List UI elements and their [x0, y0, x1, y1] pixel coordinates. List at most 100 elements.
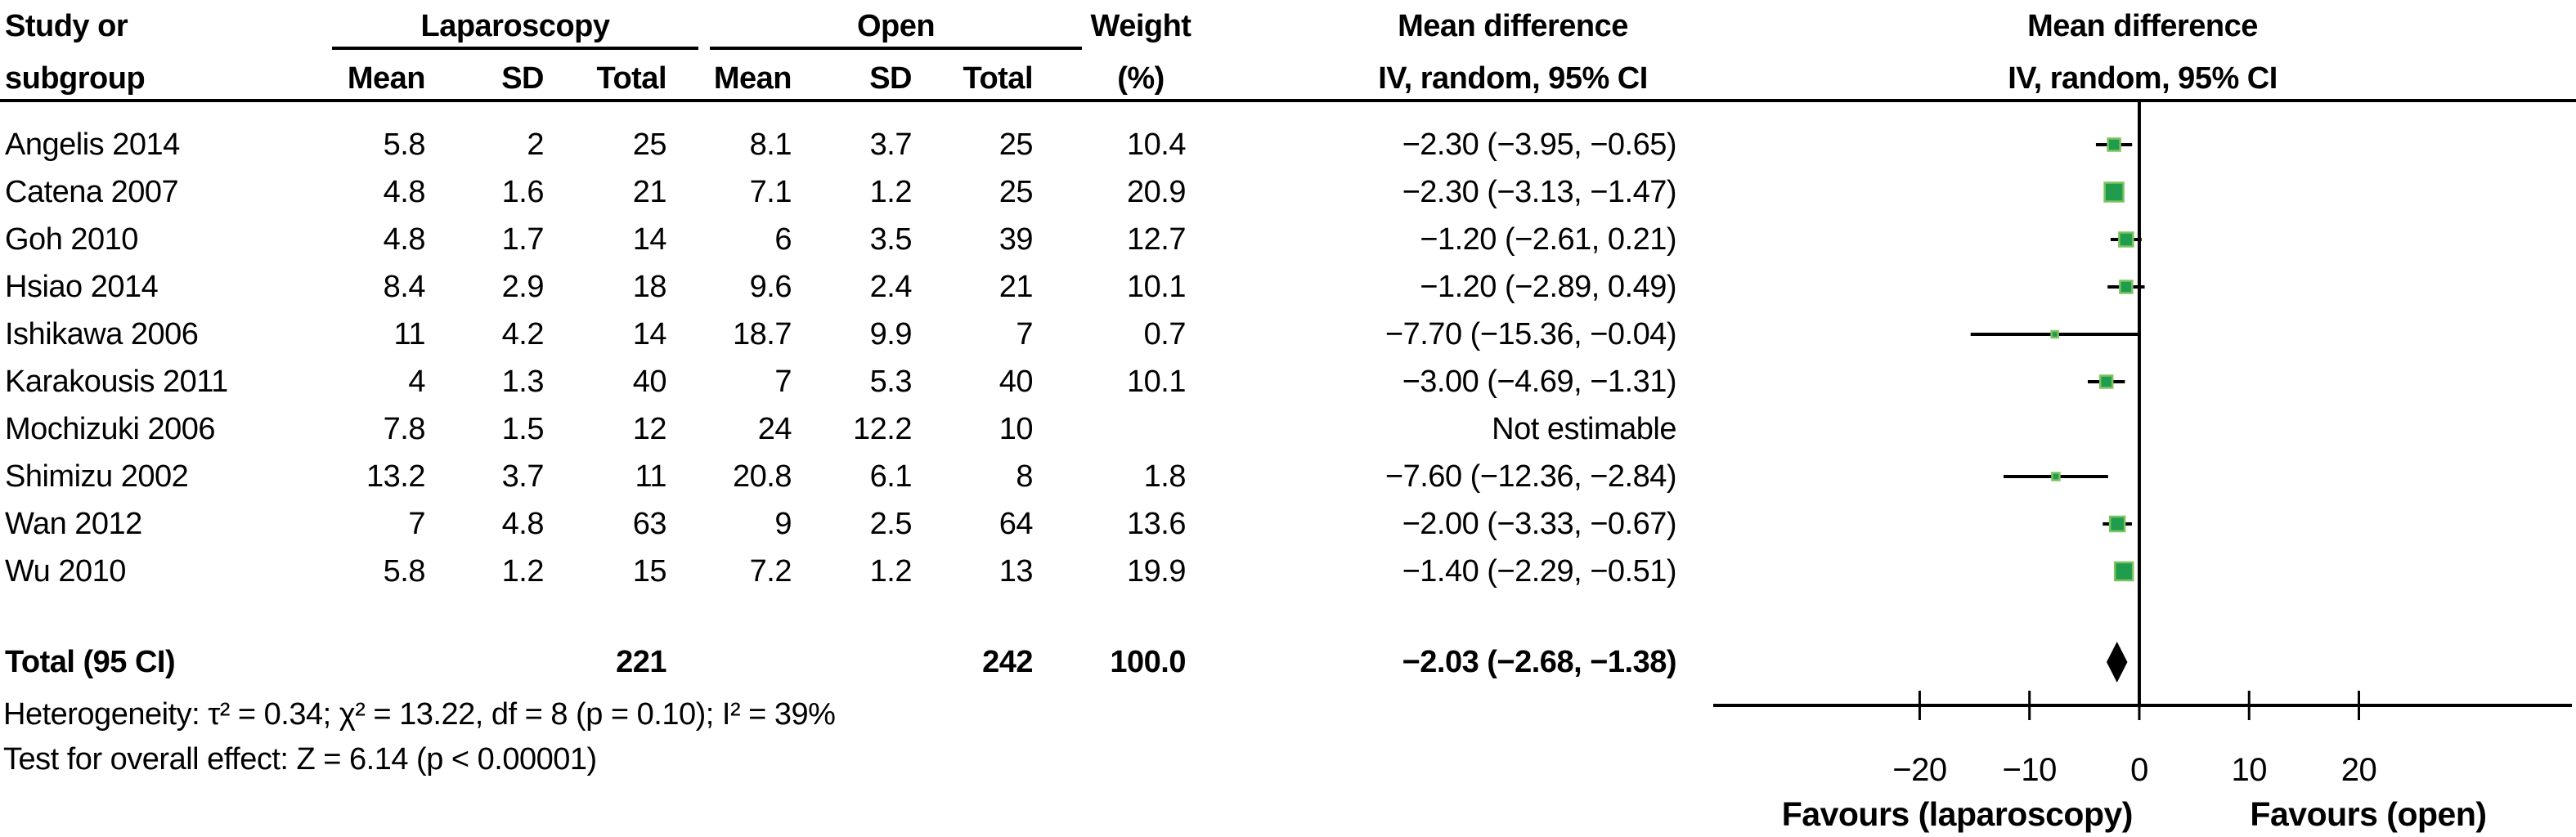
ci-text: −2.30 (−3.13, −1.47): [1402, 175, 1677, 209]
forest-plot-panel: −20 −10 0 10 20 Favours (laparoscopy) Favours …: [1713, 102, 2572, 833]
lap-total: 40: [632, 365, 667, 399]
header-md-plot-line1: Mean difference: [2027, 9, 2258, 43]
axis-tick-label: 10: [2231, 752, 2267, 788]
lap-sd: 1.6: [501, 175, 545, 209]
open-total: 7: [1016, 317, 1033, 351]
weight-value: 10.4: [1127, 128, 1186, 162]
lap-mean: 5.8: [383, 554, 426, 589]
open-mean: 9: [774, 507, 792, 541]
table-row: Ishikawa 2006 11 4.2 14 18.7 9.9 7 0.7 −…: [0, 311, 1709, 358]
open-total: 21: [999, 270, 1034, 304]
open-sd: 6.1: [869, 459, 913, 494]
total-lap-total: 221: [616, 645, 666, 679]
open-total: 10: [999, 412, 1034, 446]
ci-text: −7.70 (−15.36, −0.04): [1384, 317, 1677, 351]
header-md-plot-line2: IV, random, 95% CI: [2008, 61, 2278, 96]
header-weight-line2: (%): [1117, 61, 1165, 96]
study-label: Hsiao 2014: [5, 270, 159, 304]
open-sd: 9.9: [869, 317, 913, 351]
open-total: 40: [999, 365, 1034, 399]
open-sd: 2.4: [869, 270, 913, 304]
ci-text: −2.00 (−3.33, −0.67): [1402, 507, 1677, 541]
mean-marker: [2108, 515, 2126, 533]
mean-marker: [2050, 329, 2059, 339]
table-row: Angelis 2014 5.8 2 25 8.1 3.7 25 10.4 −2…: [0, 121, 1709, 168]
total-label: Total (95 CI): [5, 645, 176, 679]
favours-right-label: Favours (open): [2250, 795, 2486, 833]
study-label: Wu 2010: [5, 554, 126, 589]
ci-text: −7.60 (−12.36, −2.84): [1384, 459, 1677, 494]
header-lap-total: Total: [596, 61, 667, 96]
lap-sd: 4.8: [501, 507, 545, 541]
table-row: Wan 2012 7 4.8 63 9 2.5 64 13.6 −2.00 (−…: [0, 500, 1709, 548]
lap-mean: 7.8: [383, 412, 426, 446]
total-ci-text: −2.03 (−2.68, −1.38): [1402, 645, 1677, 679]
header-open-total: Total: [963, 61, 1034, 96]
header-md-text-line2: IV, random, 95% CI: [1378, 61, 1648, 96]
mean-marker: [2113, 561, 2134, 582]
header-group-laparoscopy: Laparoscopy: [420, 9, 610, 43]
ci-text: Not estimable: [1492, 412, 1676, 446]
header-lap-mean: Mean: [347, 61, 426, 96]
open-total: 39: [999, 222, 1034, 257]
lap-mean: 4: [408, 365, 425, 399]
table-row: Shimizu 2002 13.2 3.7 11 20.8 6.1 8 1.8 …: [0, 453, 1709, 500]
total-open-total: 242: [982, 645, 1033, 679]
lap-mean: 7: [408, 507, 425, 541]
header-study-line1: Study or: [5, 9, 128, 43]
header-lap-sd: SD: [501, 61, 544, 96]
lap-total: 15: [632, 554, 667, 589]
header-group-open: Open: [856, 9, 936, 43]
weight-value: [1055, 405, 1186, 453]
open-total: 8: [1016, 459, 1033, 494]
open-mean: 20.8: [733, 459, 792, 494]
weight-value: 10.1: [1127, 365, 1186, 399]
open-sd: 1.2: [869, 554, 913, 589]
weight-value: 10.1: [1127, 270, 1186, 304]
mean-marker: [2051, 472, 2061, 481]
study-label: Angelis 2014: [5, 128, 180, 162]
total-row: Total (95 CI) 221 242 100.0 −2.03 (−2.68…: [0, 638, 1709, 686]
open-sd: 3.7: [869, 128, 913, 162]
lap-total: 14: [632, 317, 667, 351]
mean-marker: [2107, 137, 2121, 152]
open-total: 25: [999, 128, 1034, 162]
ci-text: −1.20 (−2.89, 0.49): [1420, 270, 1676, 304]
open-mean: 7: [774, 365, 792, 399]
open-mean: 7.2: [749, 554, 792, 589]
header-rule: [0, 99, 2576, 102]
mean-marker: [2118, 231, 2134, 248]
lap-total: 12: [632, 412, 667, 446]
lap-sd: 4.2: [501, 317, 545, 351]
lap-total: 25: [632, 128, 667, 162]
heterogeneity-text: Heterogeneity: τ² = 0.34; χ² = 13.22, df…: [3, 697, 836, 732]
header-open-mean: Mean: [713, 61, 792, 96]
ci-text: −1.40 (−2.29, −0.51): [1402, 554, 1677, 589]
table-row: Hsiao 2014 8.4 2.9 18 9.6 2.4 21 10.1 −1…: [0, 263, 1709, 311]
weight-value: 19.9: [1127, 554, 1186, 589]
open-mean: 8.1: [749, 128, 792, 162]
lap-mean: 13.2: [366, 459, 425, 494]
weight-value: 12.7: [1127, 222, 1186, 257]
ci-text: −2.30 (−3.95, −0.65): [1402, 128, 1677, 162]
open-mean: 24: [757, 412, 792, 446]
open-mean: 6: [774, 222, 792, 257]
mean-marker: [2098, 374, 2114, 389]
open-mean: 7.1: [749, 175, 792, 209]
open-total: 13: [999, 554, 1034, 589]
laparoscopy-underline: [332, 47, 698, 50]
axis-tick-label: −10: [2003, 752, 2057, 788]
lap-sd: 1.2: [501, 554, 545, 589]
summary-diamond: [2106, 642, 2128, 683]
lap-sd: 1.5: [501, 412, 545, 446]
study-label: Karakousis 2011: [5, 365, 228, 399]
lap-total: 63: [632, 507, 667, 541]
study-rows: Angelis 2014 5.8 2 25 8.1 3.7 25 10.4 −2…: [0, 121, 1709, 595]
header-md-text-line1: Mean difference: [1398, 9, 1628, 43]
header-open-sd: SD: [869, 61, 912, 96]
lap-mean: 4.8: [383, 222, 426, 257]
total-weight: 100.0: [1110, 645, 1186, 679]
axis-tick-label: 20: [2341, 752, 2377, 788]
axis-tick-label: 0: [2130, 752, 2148, 788]
ci-text: −1.20 (−2.61, 0.21): [1420, 222, 1676, 257]
